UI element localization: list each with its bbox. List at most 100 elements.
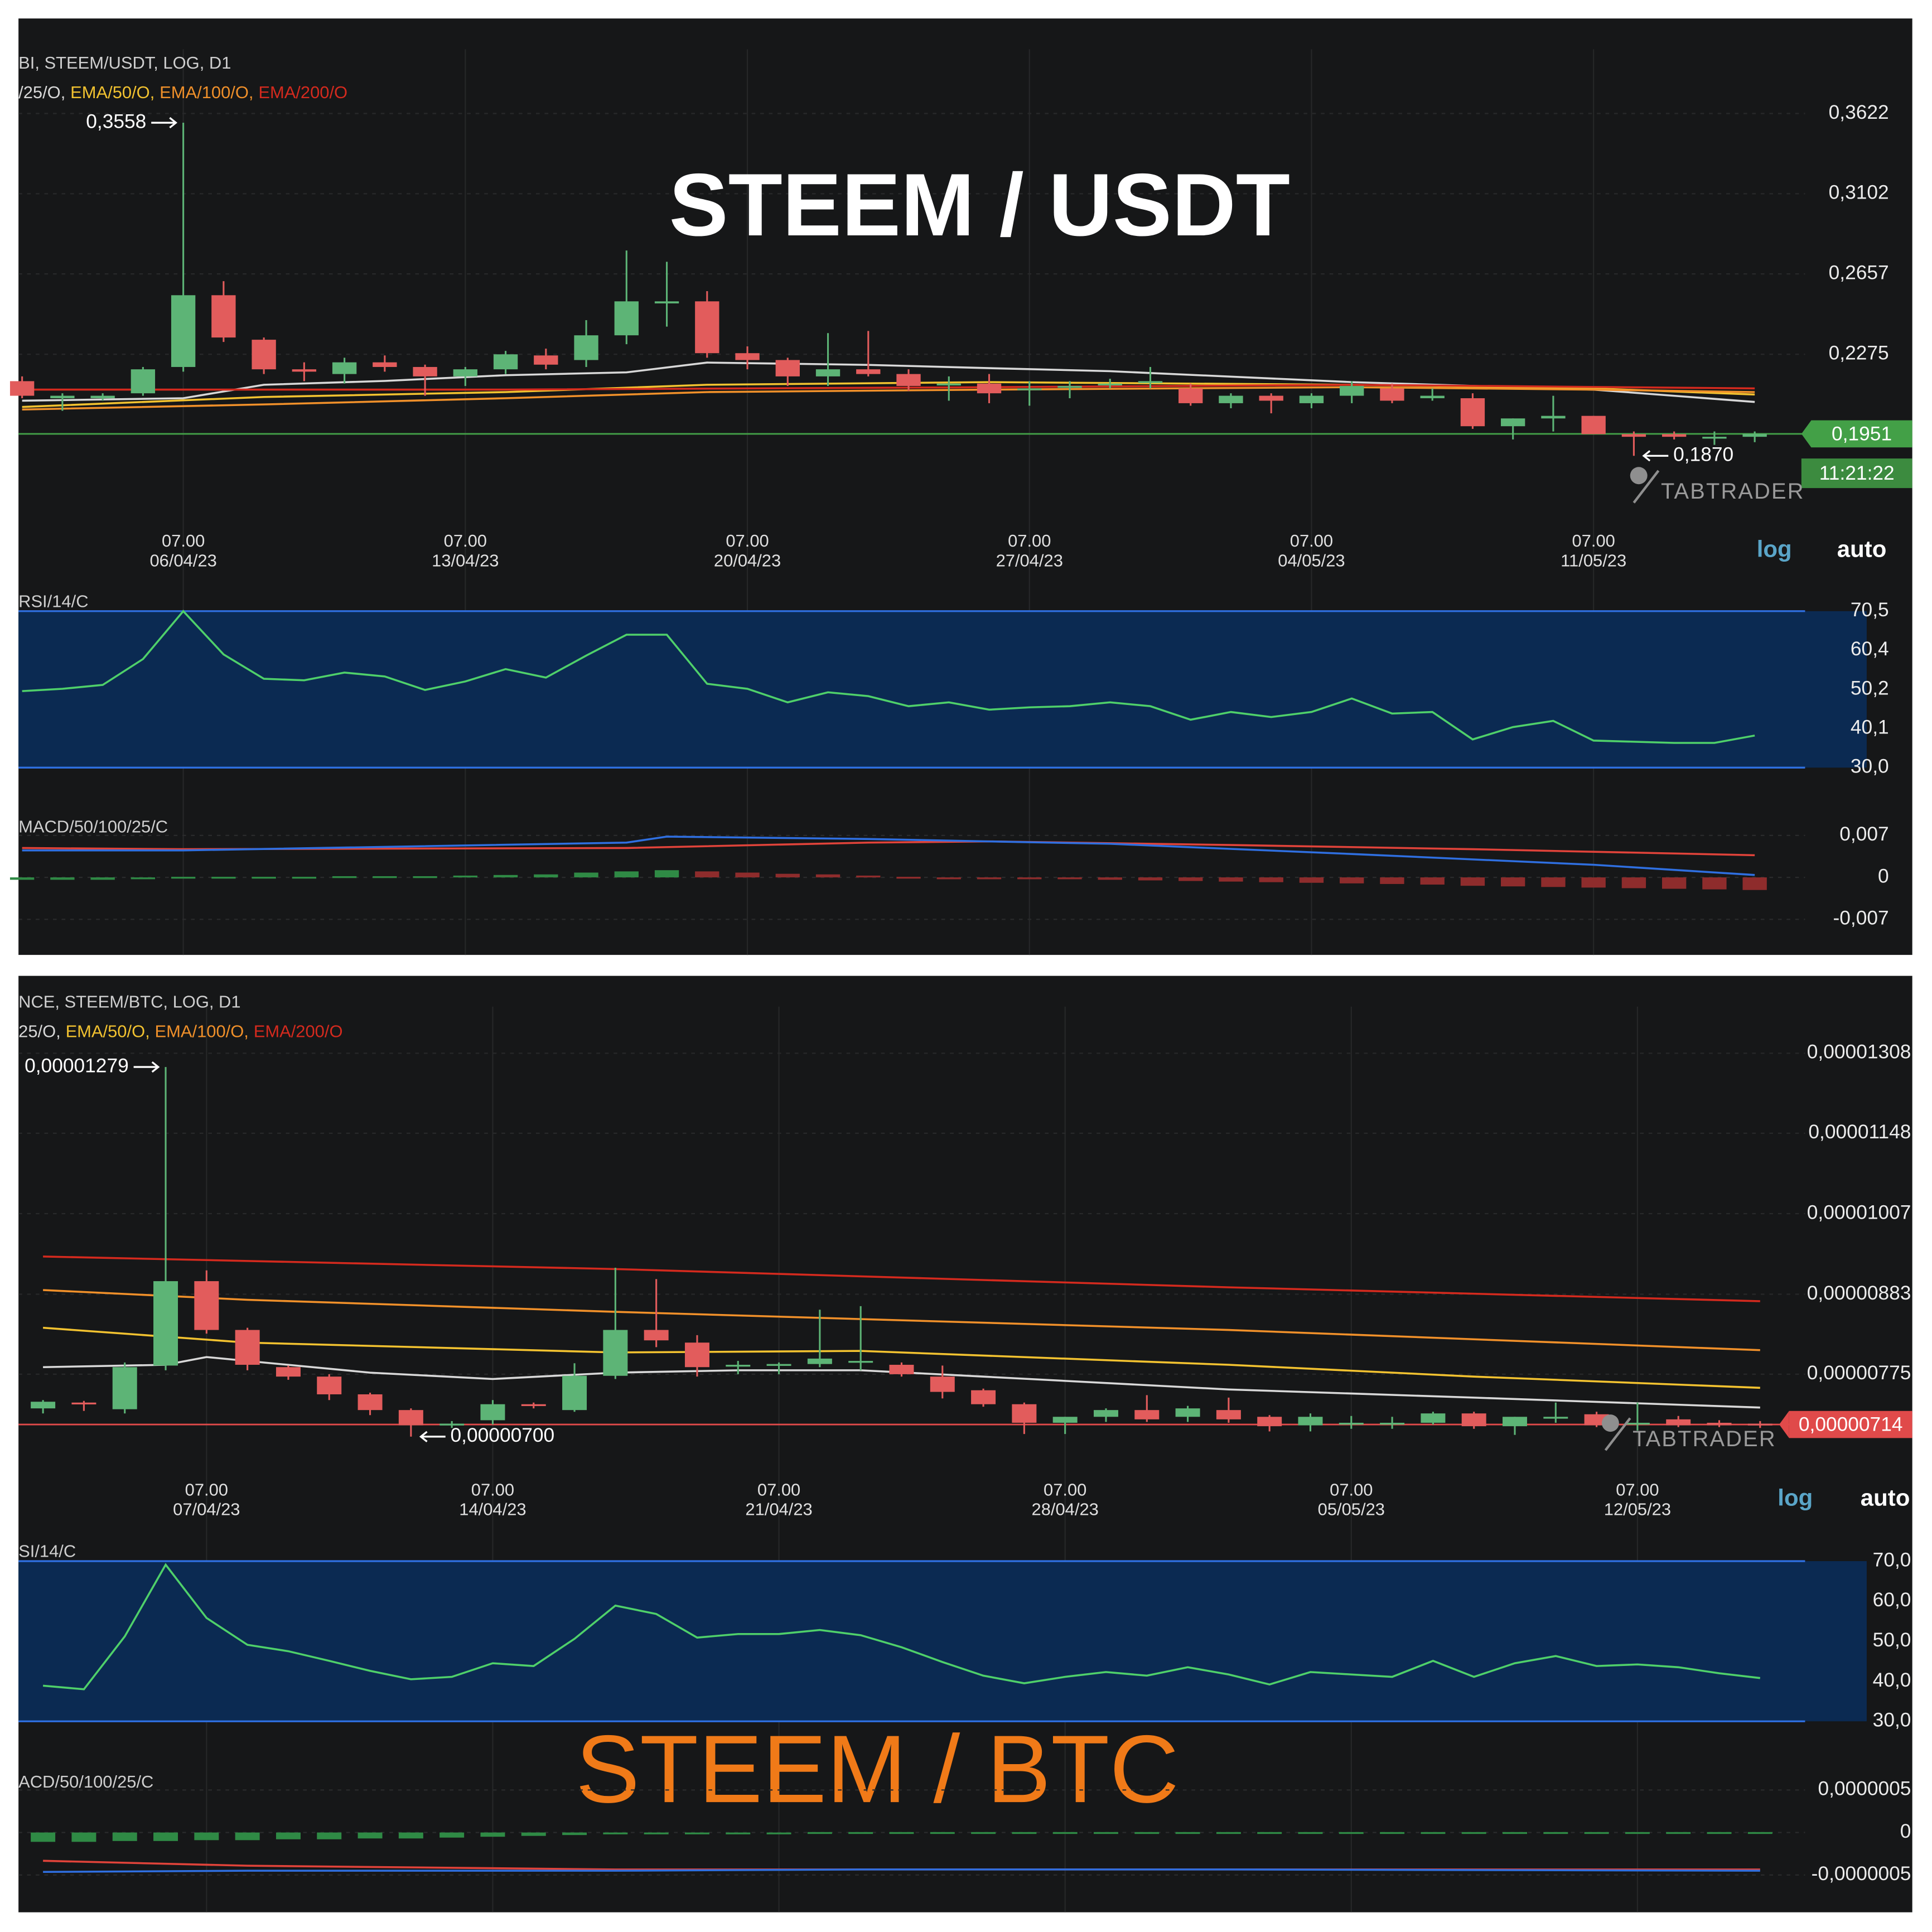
y-tick-label: 30,0: [1851, 756, 1889, 777]
macd-histogram-bar: [171, 877, 196, 879]
ema-line: [43, 1255, 1760, 1302]
macd-histogram-bar: [1017, 877, 1042, 880]
legend-entry: EMA/200/O: [258, 83, 347, 102]
macd-histogram-bar: [1259, 877, 1283, 882]
price-label: 0,00000714: [1799, 1414, 1903, 1436]
candle-body: [848, 1361, 873, 1363]
macd-histogram-bar: [71, 1832, 96, 1842]
macd-histogram-bar: [317, 1832, 342, 1839]
macd-histogram-bar: [534, 874, 558, 878]
x-tick-label: 12/05/23: [1604, 1500, 1671, 1519]
macd-histogram-bar: [1742, 877, 1767, 890]
candle-body: [398, 1410, 423, 1426]
macd-histogram-bar: [1257, 1832, 1282, 1834]
macd-histogram-bar: [1339, 1832, 1364, 1834]
candle-body: [644, 1330, 669, 1341]
candle-body: [252, 340, 276, 370]
macd-histogram-bar: [726, 1832, 751, 1834]
candle-body: [1543, 1417, 1568, 1419]
candle-body: [889, 1365, 914, 1374]
macd-histogram-bar: [252, 877, 276, 879]
candle-body: [276, 1367, 301, 1377]
x-tick-label: 07/04/23: [173, 1500, 240, 1519]
x-tick-time: 07.00: [185, 1480, 228, 1499]
y-tick-label: 40,1: [1851, 717, 1889, 738]
candle-body: [1501, 418, 1525, 427]
macd-histogram-bar: [1093, 1832, 1118, 1834]
x-tick-label: 21/04/23: [745, 1500, 812, 1519]
candle-body: [1339, 1422, 1364, 1425]
candle-body: [775, 360, 800, 376]
macd-histogram-bar: [930, 1832, 955, 1834]
macd-histogram-bar: [1543, 1832, 1568, 1834]
candle-body: [1098, 383, 1122, 386]
candle-body: [1621, 434, 1646, 437]
legend-entry: /25/O,: [18, 83, 65, 102]
y-tick-label: 0,00000775: [1807, 1362, 1911, 1384]
candle-body: [896, 374, 921, 387]
candle-body: [480, 1404, 505, 1421]
macd-histogram-bar: [735, 872, 760, 878]
candle-body: [1380, 1422, 1405, 1425]
x-tick-time: 07.00: [471, 1480, 514, 1499]
ema-line: [22, 386, 1755, 410]
timer-box: [1801, 458, 1912, 489]
candle-body: [1259, 395, 1283, 401]
chart-title: STEEM / USDT: [669, 155, 1290, 254]
candle-body: [317, 1376, 342, 1394]
x-tick-label: 14/04/23: [459, 1500, 526, 1519]
candle-body: [211, 295, 236, 338]
legend-entry: EMA/50/O,: [66, 1021, 150, 1041]
rsi-line: [42, 1563, 1761, 1690]
candle-body: [493, 354, 518, 370]
candle-body: [654, 301, 679, 303]
y-tick-label: -0,007: [1833, 907, 1889, 929]
macd-histogram-bar: [211, 877, 236, 879]
candle-body: [684, 1342, 709, 1368]
watermark-logo: [1630, 467, 1648, 485]
candle-body: [735, 353, 760, 360]
macd-histogram-bar: [815, 874, 841, 878]
macd-histogram-bar: [112, 1832, 137, 1841]
watermark: TABTRADER: [1632, 1427, 1776, 1451]
macd-histogram-bar: [807, 1832, 832, 1834]
macd-histogram-bar: [1219, 877, 1243, 882]
macd-histogram-bar: [1621, 877, 1646, 888]
candle-body: [614, 301, 639, 336]
macd-histogram-bar: [1747, 1832, 1772, 1834]
candle-body: [695, 301, 719, 354]
candle-body: [1175, 1408, 1200, 1417]
candle-body: [930, 1376, 955, 1392]
macd-histogram-bar: [896, 877, 921, 879]
price-label: 0,1951: [1832, 423, 1892, 445]
y-tick-label: 0,3102: [1829, 182, 1889, 204]
macd-histogram-bar: [1501, 877, 1525, 887]
rsi-band: [18, 611, 1867, 768]
x-tick-label: 04/05/23: [1278, 551, 1345, 571]
macd-histogram-bar: [1461, 1832, 1486, 1834]
indicator-label: SI/14/C: [18, 1542, 76, 1561]
macd-histogram-bar: [574, 872, 598, 878]
macd-histogram-bar: [856, 875, 881, 878]
x-tick-label: 27/04/23: [996, 551, 1063, 571]
price-box-notch: [1779, 1411, 1789, 1438]
macd-histogram-bar: [684, 1832, 709, 1834]
auto-toggle: auto: [1861, 1485, 1910, 1511]
max-arrow: [151, 117, 178, 129]
x-tick-label: 28/04/23: [1032, 1500, 1099, 1519]
candle-body: [1299, 395, 1324, 403]
price-box-notch: [1801, 420, 1812, 448]
x-tick-time: 07.00: [1008, 531, 1051, 550]
candle-body: [50, 395, 75, 398]
y-tick-label: 60,0: [1873, 1589, 1911, 1611]
timer: 11:21:22: [1819, 462, 1895, 484]
candle-body: [1257, 1417, 1282, 1427]
macd-histogram-bar: [292, 877, 317, 879]
macd-histogram-bar: [1380, 1832, 1405, 1834]
candle-body: [1421, 1413, 1446, 1423]
candle-body: [971, 1390, 996, 1404]
macd-histogram-bar: [1666, 1832, 1691, 1834]
y-tick-label: 0: [1900, 1820, 1911, 1842]
macd-histogram-bar: [332, 876, 357, 878]
